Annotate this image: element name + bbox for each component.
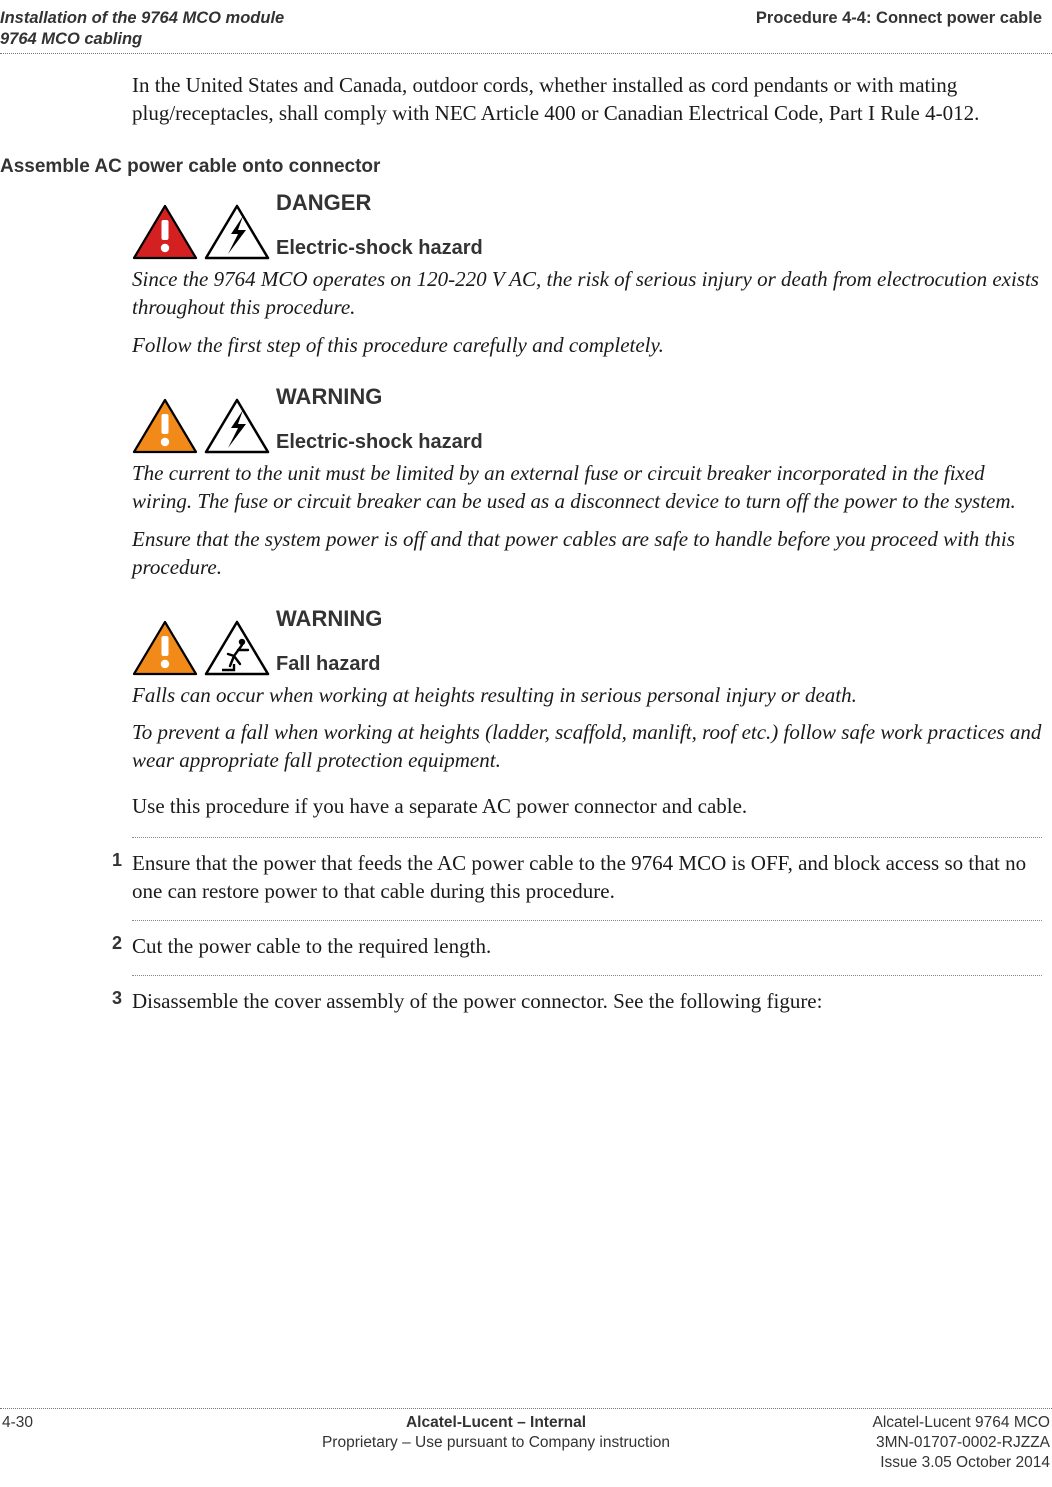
step-2-number: 2	[92, 933, 122, 954]
danger-para1: Since the 9764 MCO operates on 120-220 V…	[132, 266, 1042, 322]
header-divider	[0, 53, 1052, 54]
step-3: 3 Disassemble the cover assembly of the …	[132, 988, 1042, 1016]
danger-para2: Follow the first step of this procedure …	[132, 332, 1042, 360]
shock-hazard-icon	[204, 204, 270, 260]
hazard-danger: DANGER Electric-shock hazard Since the 9…	[132, 192, 1042, 360]
step-divider-0	[132, 837, 1042, 838]
footer-page-number: 4-30	[2, 1413, 202, 1433]
fall-hazard-icon	[204, 620, 270, 676]
page-header: Installation of the 9764 MCO module 9764…	[0, 0, 1052, 51]
warning-fall-para2: To prevent a fall when working at height…	[132, 719, 1042, 775]
hazard-warning-fall: WARNING Fall hazard Falls can occur when…	[132, 608, 1042, 776]
danger-label: DANGER	[276, 192, 483, 238]
footer-right-line3: Issue 3.05 October 2014	[880, 1454, 1050, 1471]
warning-fall-para1: Falls can occur when working at heights …	[132, 682, 1042, 710]
content-column: In the United States and Canada, outdoor…	[132, 72, 1042, 128]
warning-fall-sublabel: Fall hazard	[276, 654, 382, 676]
warning-shock-label: WARNING	[276, 386, 483, 432]
danger-sublabel: Electric-shock hazard	[276, 238, 483, 260]
step-2: 2 Cut the power cable to the required le…	[132, 933, 1042, 961]
warning-fall-label: WARNING	[276, 608, 382, 654]
intro-paragraph: In the United States and Canada, outdoor…	[132, 72, 1042, 128]
use-note: Use this procedure if you have a separat…	[132, 793, 1042, 821]
header-left: Installation of the 9764 MCO module 9764…	[0, 8, 284, 49]
header-right: Procedure 4-4: Connect power cable	[756, 8, 1042, 49]
step-1-number: 1	[92, 850, 122, 871]
footer-center-line1: Alcatel-Lucent – Internal	[406, 1414, 586, 1431]
hazard-warning-shock: WARNING Electric-shock hazard The curren…	[132, 386, 1042, 582]
step-3-text: Disassemble the cover assembly of the po…	[132, 988, 1042, 1016]
footer-divider	[0, 1408, 1052, 1409]
shock-hazard-icon	[204, 398, 270, 454]
header-left-line1: Installation of the 9764 MCO module	[0, 9, 284, 27]
step-2-text: Cut the power cable to the required leng…	[132, 933, 1042, 961]
page-footer: 4-30 Alcatel-Lucent – Internal Proprieta…	[0, 1408, 1052, 1473]
footer-center-line2: Proprietary – Use pursuant to Company in…	[322, 1434, 670, 1451]
step-3-number: 3	[92, 988, 122, 1009]
step-1-text: Ensure that the power that feeds the AC …	[132, 850, 1042, 906]
footer-right-line2: 3MN-01707-0002-RJZZA	[876, 1434, 1050, 1451]
section-heading: Assemble AC power cable onto connector	[0, 156, 1052, 178]
step-divider-1	[132, 920, 1042, 921]
warning-fill-triangle-icon	[132, 398, 198, 454]
step-1: 1 Ensure that the power that feeds the A…	[132, 850, 1042, 906]
warning-fill-triangle-icon	[132, 620, 198, 676]
danger-fill-triangle-icon	[132, 204, 198, 260]
footer-right-line1: Alcatel-Lucent 9764 MCO	[873, 1414, 1050, 1431]
warning-shock-sublabel: Electric-shock hazard	[276, 432, 483, 454]
warning-shock-para1: The current to the unit must be limited …	[132, 460, 1042, 516]
header-left-line2: 9764 MCO cabling	[0, 30, 142, 48]
warning-shock-para2: Ensure that the system power is off and …	[132, 526, 1042, 582]
step-divider-2	[132, 975, 1042, 976]
